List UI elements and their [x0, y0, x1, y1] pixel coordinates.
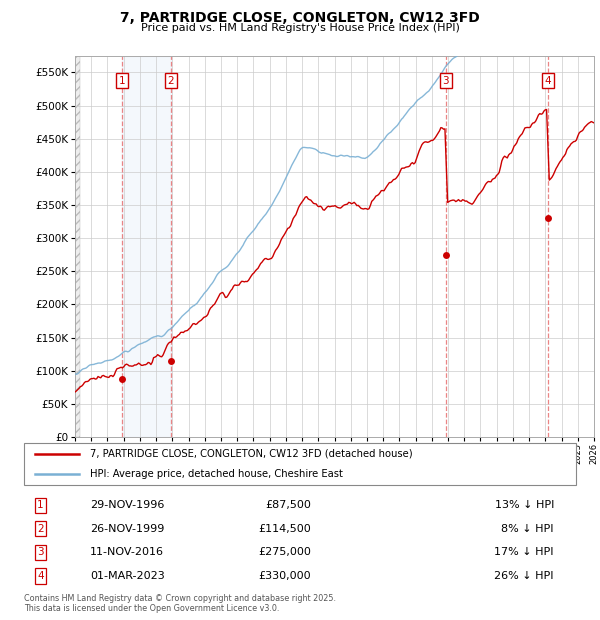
Text: 2: 2 [37, 524, 44, 534]
Text: 3: 3 [37, 547, 44, 557]
Text: Contains HM Land Registry data © Crown copyright and database right 2025.
This d: Contains HM Land Registry data © Crown c… [24, 594, 336, 613]
Text: 2: 2 [167, 76, 174, 86]
Text: 1: 1 [119, 76, 125, 86]
Text: 29-NOV-1996: 29-NOV-1996 [90, 500, 164, 510]
Text: Price paid vs. HM Land Registry's House Price Index (HPI): Price paid vs. HM Land Registry's House … [140, 23, 460, 33]
Text: 26% ↓ HPI: 26% ↓ HPI [494, 571, 554, 581]
Text: 13% ↓ HPI: 13% ↓ HPI [494, 500, 554, 510]
Text: 7, PARTRIDGE CLOSE, CONGLETON, CW12 3FD: 7, PARTRIDGE CLOSE, CONGLETON, CW12 3FD [120, 11, 480, 25]
Text: 17% ↓ HPI: 17% ↓ HPI [494, 547, 554, 557]
Text: 11-NOV-2016: 11-NOV-2016 [90, 547, 164, 557]
Text: 01-MAR-2023: 01-MAR-2023 [90, 571, 165, 581]
Text: £114,500: £114,500 [258, 524, 311, 534]
Text: 8% ↓ HPI: 8% ↓ HPI [502, 524, 554, 534]
Text: £275,000: £275,000 [258, 547, 311, 557]
Text: 4: 4 [545, 76, 551, 86]
Text: 3: 3 [442, 76, 449, 86]
Text: 7, PARTRIDGE CLOSE, CONGLETON, CW12 3FD (detached house): 7, PARTRIDGE CLOSE, CONGLETON, CW12 3FD … [90, 449, 413, 459]
Text: 1: 1 [37, 500, 44, 510]
Text: 4: 4 [37, 571, 44, 581]
Text: £330,000: £330,000 [259, 571, 311, 581]
Bar [122, 56, 170, 437]
Text: £87,500: £87,500 [265, 500, 311, 510]
FancyBboxPatch shape [24, 443, 576, 485]
Text: HPI: Average price, detached house, Cheshire East: HPI: Average price, detached house, Ches… [90, 469, 343, 479]
Text: 26-NOV-1999: 26-NOV-1999 [90, 524, 164, 534]
